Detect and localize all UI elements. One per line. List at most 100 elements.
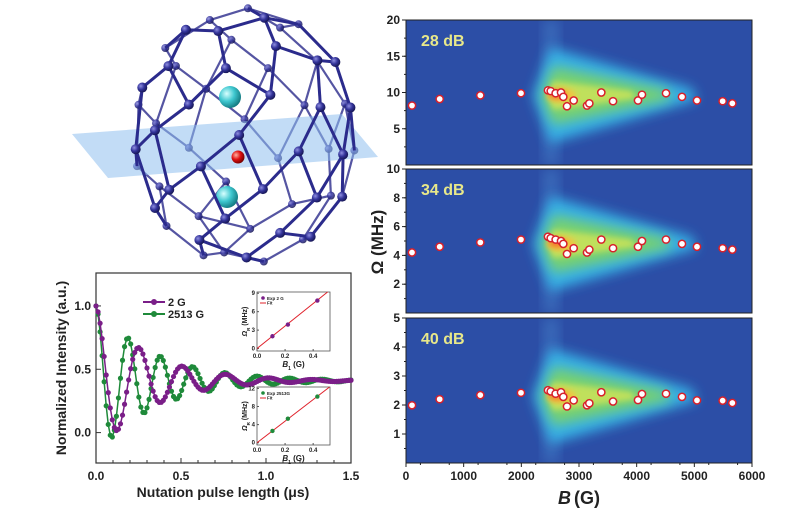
y-tick-label: 8 [393,191,400,205]
carbon-bond [199,133,241,168]
data-point [138,404,144,410]
inset-x-tick-label: 0.0 [253,354,262,360]
resonance-point [633,395,643,405]
center-atom [231,150,245,164]
inset-y-tick-label: 0 [252,347,256,353]
carbon-atom [205,16,214,25]
legend-label: Exp 2513G [267,391,291,396]
data-point [179,387,185,394]
resonance-point [569,243,579,253]
data-point [195,371,201,377]
carbon-bond [264,16,299,26]
resonance-point [584,99,594,108]
carbon-bond [319,106,345,156]
carbon-atom [163,61,174,72]
data-point [197,375,203,382]
carbon-bond [154,103,190,132]
resonance-point [677,92,687,102]
data-point [93,303,99,309]
carbon-atom [288,200,297,209]
data-point [138,346,144,353]
x-tick-label: 2000 [508,469,535,483]
inset-y-tick-label: 6 [252,310,256,316]
carbon-atom [270,41,281,52]
carbon-bond [315,153,345,199]
data-point [105,421,111,428]
carbon-bond [297,23,337,64]
data-point [115,426,122,432]
data-point [121,401,128,407]
omega-subscript: R [246,327,251,331]
resonance-point [584,245,594,254]
b-subscript: 1 [288,460,291,466]
data-point [164,372,170,378]
b-symbol: B [282,360,288,369]
b-symbol: B [282,454,288,463]
carbon-bond [237,93,272,136]
resonance-point [718,96,727,106]
inset-y-label: ΩR (MHz) [242,401,251,432]
carbon-atom [171,61,180,70]
resonance-point [475,238,485,247]
resonance-point [718,396,727,405]
resonance-point [435,394,445,404]
inset-y-tick-label: 3 [252,328,256,334]
carbon-atom [345,102,356,113]
data-point [158,354,164,360]
carbon-atom [183,99,194,110]
resonance-point [475,390,485,400]
carbon-bond [198,238,248,259]
y-tick-label: 20 [387,13,401,27]
resonance-point [569,396,579,405]
resonance-point [633,96,643,105]
data-point [126,335,132,341]
carbon-bond [262,17,278,47]
resonance-point [661,235,671,244]
data-point [103,372,109,378]
panel-label: 28 dB [421,33,465,50]
legend-marker [151,299,157,305]
carbon-atom [293,146,304,157]
resonance-point [558,392,568,402]
resonance-point [677,392,687,402]
carbon-bond [297,150,319,199]
legend-label: 2513 G [168,309,204,321]
data-point [152,394,158,400]
guest-atom-upper [219,86,241,108]
carbon-bond [316,60,346,105]
guest-atom-lower [216,186,238,208]
y-tick-label: 2 [393,277,400,291]
x-tick-label: 0.0 [88,469,105,483]
carbon-atom [220,63,231,74]
y-tick-label: 5 [393,311,400,325]
carbon-bond [167,29,188,67]
carbon-atom [338,149,349,160]
data-point [146,396,152,402]
carbon-bond [158,186,168,227]
carbon-bond [301,195,332,240]
carbon-atom [227,35,236,44]
carbon-atom [149,125,160,136]
x-tick-label: 3000 [566,469,593,483]
ft-map-panel-28dB: 5 10 15 20 28 dB [387,13,753,166]
b-unit: (G) [574,488,600,508]
nutation-y-axis-label: Normalized Intensity (a.u.) [53,281,69,455]
ft-map-panel-40dB: 1 2 3 4 5 40 dB [393,311,753,464]
legend-marker [151,311,157,317]
inset-x-label: B1 (G) [282,454,305,466]
carbon-bond [340,154,345,197]
carbon-bond [333,61,352,109]
omega-symbol: Ω [242,425,249,432]
carbon-bond [205,39,233,90]
carbon-atom [326,191,335,200]
data-point [170,373,177,380]
resonance-point [596,235,606,244]
resonance-point [692,396,702,405]
resonance-point [608,243,618,253]
resonance-point [637,236,647,246]
data-point [181,381,187,387]
resonance-point [584,398,594,408]
x-tick-label: 1.5 [343,469,360,483]
